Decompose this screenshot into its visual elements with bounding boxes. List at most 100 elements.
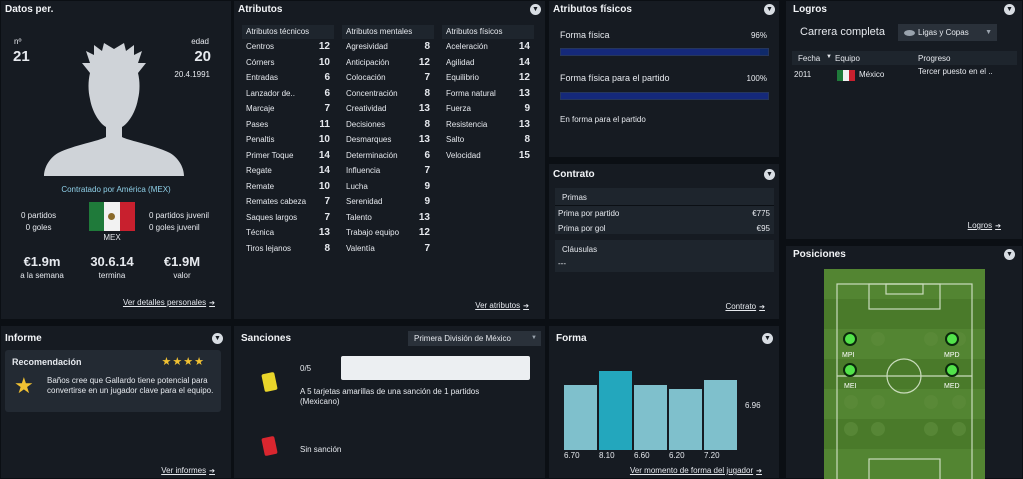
attribute-row[interactable]: Lucha 9: [342, 179, 434, 195]
attribute-row[interactable]: Penaltis 10: [242, 132, 334, 148]
physical-fitness-panel: Atributos físicos ▼ Forma física 96% For…: [548, 0, 780, 158]
attribute-row[interactable]: Velocidad 15: [442, 148, 534, 164]
attribute-row[interactable]: Técnica 13: [242, 225, 334, 241]
attribute-row[interactable]: Colocación 7: [342, 70, 434, 86]
attribute-row[interactable]: Salto 8: [442, 132, 534, 148]
attribute-row[interactable]: Determinación 6: [342, 148, 434, 164]
attribute-name: Remate: [246, 181, 275, 191]
positions-menu-icon[interactable]: ▼: [1004, 249, 1015, 260]
competition-select[interactable]: Primera División de México ▼: [408, 331, 541, 346]
reports-link[interactable]: Ver informes ➔: [161, 466, 215, 475]
form-chart-labels: 6.70 8.10 6.60 6.20 7.20: [564, 450, 739, 461]
age-label: edad: [191, 37, 209, 46]
attribute-row[interactable]: Remates cabeza 7: [242, 194, 334, 210]
attribute-row[interactable]: Talento 13: [342, 210, 434, 226]
contract-link-label[interactable]: Contrato: [725, 302, 757, 311]
achievements-link-label[interactable]: Logros: [967, 221, 993, 230]
attribute-row[interactable]: Aceleración 14: [442, 39, 534, 55]
attribute-row[interactable]: Pases 11: [242, 117, 334, 133]
attribute-row[interactable]: Saques largos 7: [242, 210, 334, 226]
form-link[interactable]: Ver momento de forma del jugador ➔: [630, 466, 762, 475]
attribute-value: 10: [318, 180, 330, 192]
fitness-menu-icon[interactable]: ▼: [764, 4, 775, 15]
form-menu-icon[interactable]: ▼: [762, 333, 773, 344]
player-value-label: valor: [173, 271, 191, 280]
arrow-right-icon: ➔: [756, 468, 762, 475]
attribute-row[interactable]: Creatividad 13: [342, 101, 434, 117]
attribute-row[interactable]: Entradas 6: [242, 70, 334, 86]
achievements-filter[interactable]: Ligas y Copas ▼: [898, 24, 997, 41]
attributes-link[interactable]: Ver atributos ➔: [475, 301, 529, 310]
attribute-value: 6: [324, 72, 330, 84]
attribute-name: Saques largos: [246, 212, 298, 222]
attribute-row[interactable]: Valentía 7: [342, 241, 434, 257]
attribute-row[interactable]: Regate 14: [242, 163, 334, 179]
attribute-name: Desmarques: [346, 135, 392, 145]
form-link-label[interactable]: Ver momento de forma del jugador: [629, 466, 754, 475]
achievements-header: Fecha ▼ Equipo Progreso: [792, 51, 1017, 65]
attributes-menu-icon[interactable]: ▼: [530, 4, 541, 15]
attribute-value: 15: [518, 149, 530, 161]
recommendation-text: Baños cree que Gallardo tiene potencial …: [47, 376, 214, 395]
nation-code: MEX: [103, 233, 121, 242]
form-bar-label: 7.20: [704, 451, 720, 460]
report-menu-icon[interactable]: ▼: [212, 333, 223, 344]
attributes-link-label[interactable]: Ver atributos: [475, 301, 521, 310]
fitness-value: 96%: [750, 31, 767, 40]
col-date[interactable]: Fecha: [798, 54, 821, 63]
red-card-icon: [261, 435, 278, 457]
attribute-value: 6: [324, 87, 330, 99]
attribute-row[interactable]: Agresividad 8: [342, 39, 434, 55]
wage: €1.9m a la semana: [17, 254, 67, 280]
positions-panel: Posiciones ▼ MPI MPD MEI MED: [785, 245, 1023, 479]
col-team[interactable]: Equipo: [835, 54, 860, 63]
attribute-row[interactable]: Trabajo equipo 12: [342, 225, 434, 241]
attribute-value: 10: [318, 56, 330, 68]
attribute-row[interactable]: Concentración 8: [342, 86, 434, 102]
form-bar: [669, 389, 702, 450]
attribute-row[interactable]: Decisiones 8: [342, 117, 434, 133]
col-progress[interactable]: Progreso: [918, 54, 951, 63]
personal-details-link[interactable]: Ver detalles personales ➔: [123, 298, 215, 307]
attribute-name: Influencia: [346, 166, 381, 176]
attribute-name: Agilidad: [446, 57, 475, 67]
fitness-bar-fill: [561, 49, 760, 55]
bonuses-section: Primas Prima por partido €775 Prima por …: [555, 188, 774, 234]
attribute-row[interactable]: Resistencia 13: [442, 117, 534, 133]
attribute-value: 8: [424, 118, 430, 130]
player-dob: 20.4.1991: [174, 70, 210, 79]
attribute-row[interactable]: Agilidad 14: [442, 55, 534, 71]
attribute-row[interactable]: Centros 12: [242, 39, 334, 55]
attribute-row[interactable]: Desmarques 13: [342, 132, 434, 148]
attribute-name: Creatividad: [346, 104, 387, 114]
attribute-value: 13: [418, 134, 430, 146]
achievements-menu-icon[interactable]: ▼: [1004, 4, 1015, 15]
attribute-row[interactable]: Primer Toque 14: [242, 148, 334, 164]
attribute-row[interactable]: Córners 10: [242, 55, 334, 71]
position-dot-med: [945, 363, 959, 377]
reports-link-label[interactable]: Ver informes: [161, 466, 207, 475]
position-label-mei: MEI: [844, 383, 857, 390]
personal-details-link-label[interactable]: Ver detalles personales: [122, 298, 207, 307]
contract-link[interactable]: Contrato ➔: [725, 302, 765, 311]
attribute-row[interactable]: Fuerza 9: [442, 101, 534, 117]
contract-menu-icon[interactable]: ▼: [764, 169, 775, 180]
attribute-row[interactable]: Equilibrio 12: [442, 70, 534, 86]
attribute-value: 12: [518, 72, 530, 84]
attribute-row[interactable]: Remate 10: [242, 179, 334, 195]
attribute-row[interactable]: Lanzador de.. 6: [242, 86, 334, 102]
star-icon: ★: [14, 373, 34, 398]
attribute-row[interactable]: Serenidad 9: [342, 194, 434, 210]
table-row[interactable]: 2011 México Tercer puesto en el ..: [792, 65, 1017, 81]
position-label-med: MED: [944, 383, 960, 390]
attribute-row[interactable]: Tiros lejanos 8: [242, 241, 334, 257]
goals-stat: 0 goles: [25, 223, 52, 232]
attribute-row[interactable]: Influencia 7: [342, 163, 434, 179]
attribute-row[interactable]: Forma natural 13: [442, 86, 534, 102]
attribute-name: Velocidad: [446, 150, 481, 160]
achievements-link[interactable]: Logros ➔: [968, 221, 1001, 230]
attribute-row[interactable]: Anticipación 12: [342, 55, 434, 71]
attribute-row[interactable]: Marcaje 7: [242, 101, 334, 117]
attributes-panel: Atributos ▼ Atributos técnicos Centros 12…: [233, 0, 546, 320]
player-value-amount: €1.9M: [163, 254, 201, 269]
